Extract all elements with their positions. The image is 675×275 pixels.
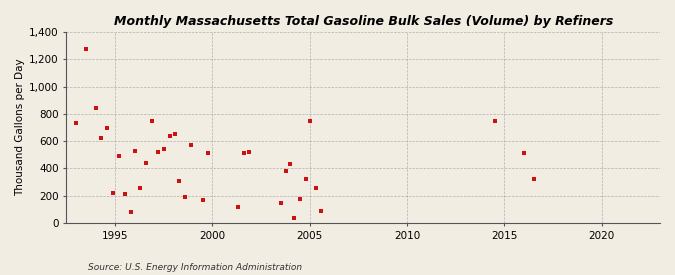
Point bbox=[300, 177, 311, 181]
Point bbox=[489, 119, 500, 123]
Point bbox=[285, 162, 296, 167]
Point bbox=[180, 195, 190, 199]
Point bbox=[119, 192, 130, 197]
Text: Source: U.S. Energy Information Administration: Source: U.S. Energy Information Administ… bbox=[88, 263, 302, 272]
Point bbox=[197, 198, 208, 202]
Point bbox=[108, 191, 119, 195]
Point bbox=[232, 205, 243, 209]
Point bbox=[518, 151, 529, 156]
Point bbox=[80, 47, 91, 51]
Point bbox=[316, 209, 327, 213]
Point bbox=[275, 200, 286, 205]
Point bbox=[310, 185, 321, 190]
Point bbox=[129, 148, 140, 153]
Y-axis label: Thousand Gallons per Day: Thousand Gallons per Day bbox=[15, 59, 25, 196]
Point bbox=[159, 147, 169, 152]
Point bbox=[528, 177, 539, 182]
Point bbox=[141, 161, 152, 165]
Point bbox=[71, 121, 82, 126]
Point bbox=[135, 185, 146, 190]
Point bbox=[304, 119, 315, 123]
Point bbox=[164, 134, 175, 138]
Point bbox=[174, 178, 185, 183]
Point bbox=[203, 151, 214, 156]
Point bbox=[113, 154, 124, 158]
Point bbox=[126, 210, 136, 214]
Point bbox=[153, 150, 163, 154]
Point bbox=[244, 150, 254, 154]
Point bbox=[238, 151, 249, 156]
Title: Monthly Massachusetts Total Gasoline Bulk Sales (Volume) by Refiners: Monthly Massachusetts Total Gasoline Bul… bbox=[113, 15, 613, 28]
Point bbox=[186, 143, 196, 147]
Point bbox=[289, 215, 300, 220]
Point bbox=[146, 119, 157, 123]
Point bbox=[281, 169, 292, 174]
Point bbox=[294, 197, 305, 201]
Point bbox=[102, 125, 113, 130]
Point bbox=[96, 136, 107, 141]
Point bbox=[90, 106, 101, 111]
Point bbox=[170, 132, 181, 137]
